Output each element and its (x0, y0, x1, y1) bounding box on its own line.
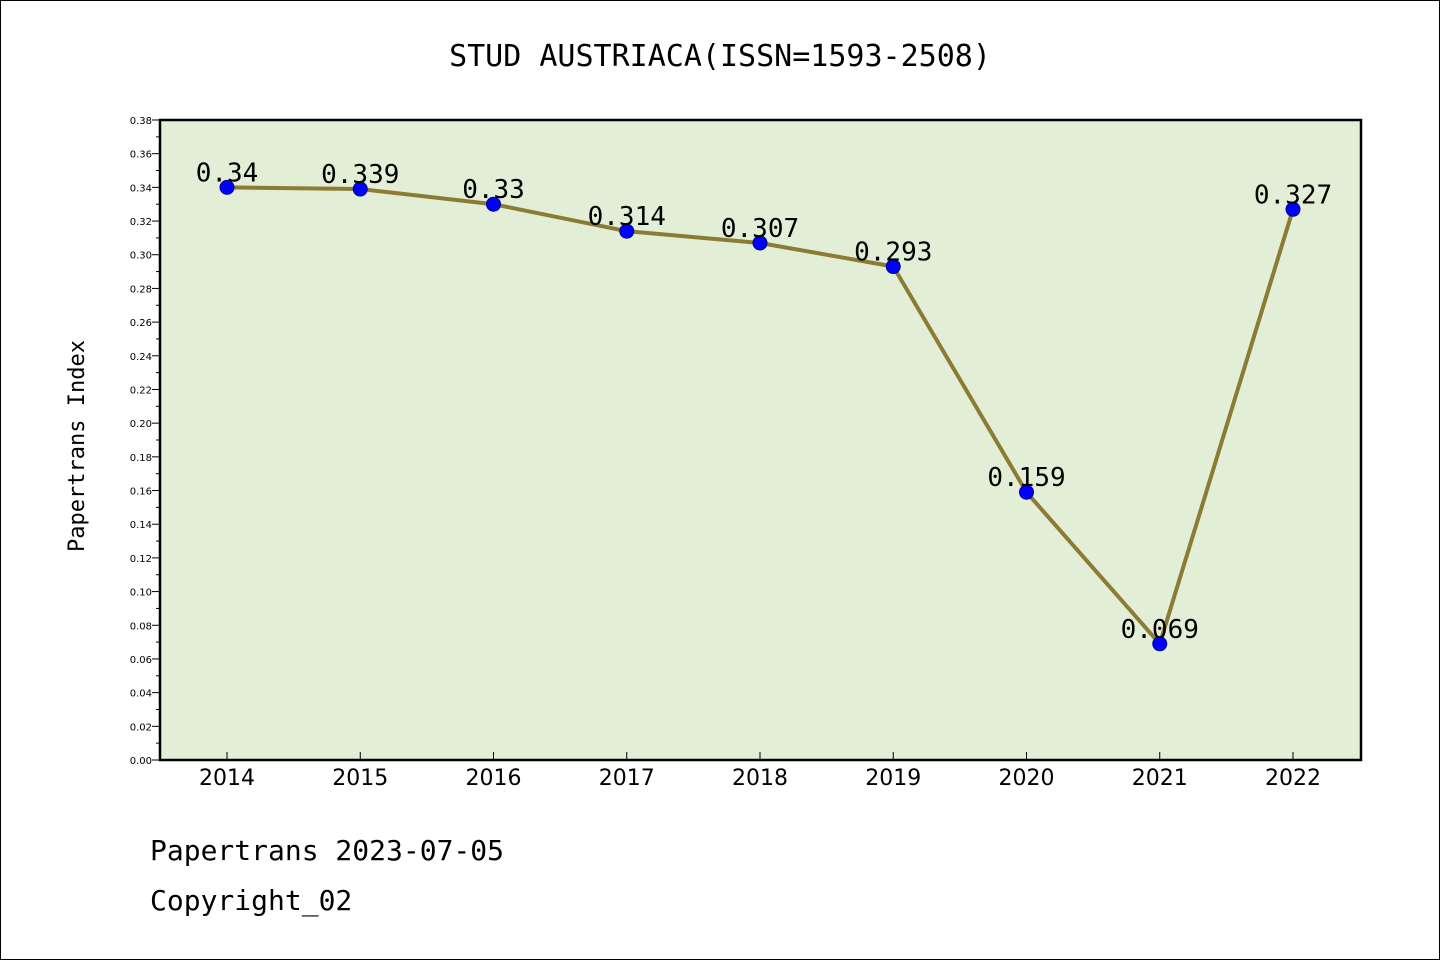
y-tick-label: 0.14 (130, 520, 152, 531)
y-axis: 0.00 0.02 0.04 0.06 0.08 0.10 0.12 0.14 0.16 0.18… (130, 116, 160, 767)
data-label: 0.159 (987, 463, 1065, 493)
data-label: 0.327 (1254, 180, 1332, 210)
y-tick-label: 0.10 (130, 588, 152, 599)
x-axis: 2014 2015 2016 2017 2018 2019 2020 2021 2022 (199, 752, 1321, 791)
y-tick-label: 0.36 (130, 150, 152, 161)
plot-area (160, 120, 1361, 760)
y-tick-label: 0.18 (130, 453, 152, 464)
x-tick-label: 2021 (1132, 766, 1188, 791)
y-tick-label: 0.02 (130, 722, 152, 733)
data-point (1152, 636, 1168, 652)
y-tick-label: 0.04 (130, 689, 152, 700)
y-tick-label: 0.06 (130, 655, 152, 666)
data-points (219, 179, 1301, 652)
data-point (885, 259, 901, 275)
x-tick-label: 2019 (865, 766, 921, 791)
data-label: 0.34 (196, 158, 259, 188)
x-tick-label: 2015 (332, 766, 388, 791)
data-point (219, 179, 235, 195)
data-label: 0.339 (321, 160, 399, 190)
data-labels: 0.34 0.339 0.33 0.314 0.307 0.293 0.159 0.069 0.… (196, 158, 1332, 644)
data-label: 0.293 (854, 238, 932, 268)
footer-date: Papertrans 2023-07-05 (150, 834, 505, 867)
y-tick-label: 0.34 (130, 183, 152, 194)
x-tick-label: 2018 (732, 766, 788, 791)
y-tick-label: 0.28 (130, 284, 152, 295)
x-tick-label: 2022 (1265, 766, 1321, 791)
footer-copyright: Copyright_02 (150, 884, 353, 917)
data-label: 0.069 (1121, 615, 1199, 645)
y-tick-label: 0.24 (130, 352, 152, 363)
y-tick-label: 0.08 (130, 621, 152, 632)
chart-title: STUD AUSTRIACA(ISSN=1593-2508) (449, 39, 991, 74)
data-point (619, 223, 635, 239)
data-point (352, 181, 368, 197)
y-tick-label: 0.26 (130, 318, 152, 329)
data-point (1019, 484, 1034, 500)
x-tick-label: 2017 (599, 766, 655, 791)
y-tick-label: 0.32 (130, 217, 152, 228)
y-tick-label: 0.38 (130, 116, 152, 127)
x-tick-label: 2016 (466, 766, 522, 791)
y-tick-label: 0.20 (130, 419, 152, 430)
y-tick-label: 0.12 (130, 554, 152, 565)
data-point (1285, 201, 1301, 217)
data-label: 0.33 (462, 175, 525, 205)
y-tick-label: 0.00 (130, 756, 152, 767)
data-label: 0.307 (721, 214, 799, 244)
data-label: 0.314 (588, 202, 666, 232)
plot-border (158, 118, 1363, 762)
x-tick-label: 2014 (199, 766, 255, 791)
data-point (752, 235, 768, 251)
y-tick-label: 0.16 (130, 487, 152, 498)
y-tick-label: 0.30 (130, 251, 152, 262)
y-axis-label: Papertrans Index (65, 340, 90, 552)
x-tick-label: 2020 (999, 766, 1055, 791)
y-tick-label: 0.22 (130, 385, 152, 396)
data-point (486, 196, 501, 212)
